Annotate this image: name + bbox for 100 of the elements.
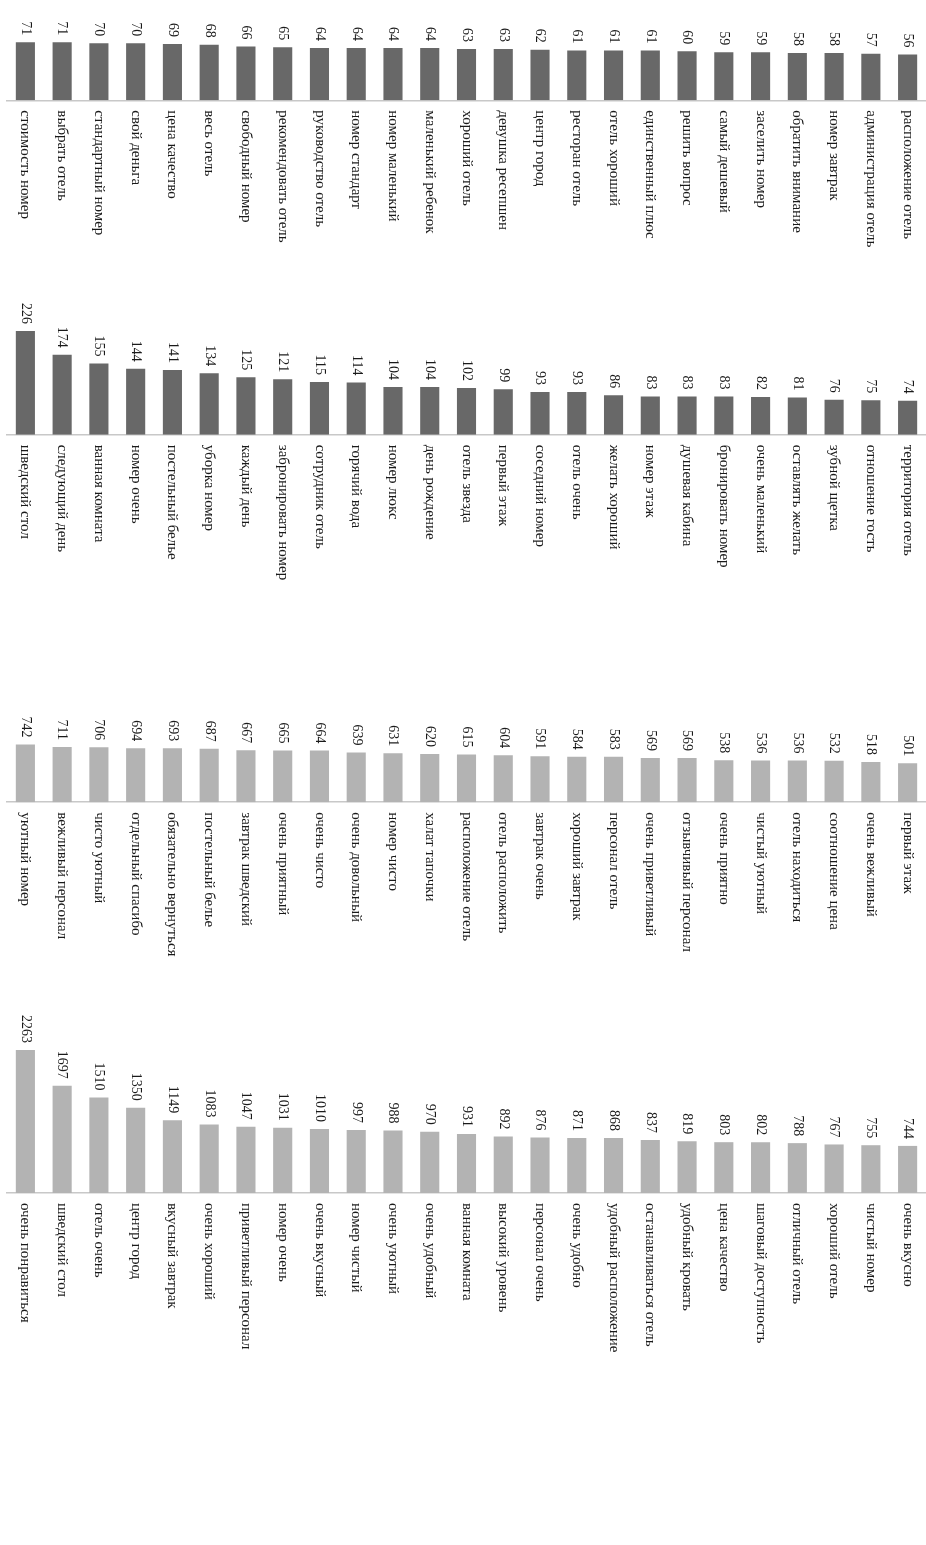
x-tick-label: цена качество	[165, 110, 182, 199]
data-label: 57	[864, 32, 880, 47]
data-label: 742	[18, 716, 34, 738]
bar	[493, 48, 513, 101]
data-label: 75	[864, 379, 880, 394]
x-tick-label: сотрудник отель	[312, 444, 329, 549]
data-label: 1031	[276, 1092, 292, 1121]
x-tick-label: очень хороший	[202, 1202, 219, 1300]
data-label: 144	[128, 340, 144, 362]
data-label: 174	[55, 326, 71, 348]
bar	[236, 46, 256, 101]
x-tick-label: отель звезда	[459, 444, 476, 524]
data-label: 569	[680, 729, 696, 751]
data-label: 819	[680, 1113, 696, 1135]
bar	[346, 752, 366, 803]
data-label: 64	[349, 27, 365, 42]
data-label: 60	[680, 30, 696, 45]
data-label: 99	[496, 368, 512, 383]
x-tick-label: завтрак шведский	[239, 812, 255, 927]
x-tick-label: халат тапочки	[422, 812, 439, 902]
bar	[126, 368, 146, 435]
data-label: 706	[92, 719, 108, 741]
x-tick-label: постельный белье	[202, 812, 219, 928]
x-tick-label: первый этаж	[900, 812, 917, 895]
data-label: 693	[165, 720, 181, 742]
x-tick-label: территория отель	[900, 444, 917, 556]
bar	[383, 1130, 403, 1193]
data-label: 102	[459, 359, 475, 381]
x-tick-label: ванная комната	[459, 1202, 476, 1302]
bar	[126, 1107, 146, 1193]
data-label: 74	[900, 379, 916, 394]
x-tick-label: хороший завтрак	[569, 812, 586, 922]
data-label: 1047	[239, 1091, 255, 1120]
x-tick-label: руководство отель	[312, 110, 329, 228]
data-label: 583	[606, 728, 622, 750]
x-tick-label: номер чистый	[349, 1202, 366, 1293]
x-tick-label: администрация отель	[863, 110, 880, 248]
x-tick-label: очень приятно	[716, 812, 733, 905]
data-label: 876	[533, 1109, 549, 1131]
x-tick-label: обязательно вернуться	[165, 812, 182, 957]
x-tick-label: душевая кабина	[680, 444, 697, 547]
x-tick-label: чисто уютный	[91, 812, 108, 904]
x-tick-label: приветливый персонал	[239, 1202, 255, 1350]
data-label: 1510	[92, 1062, 108, 1091]
bar	[309, 48, 330, 101]
data-label: 93	[533, 371, 549, 386]
data-label: 83	[717, 375, 733, 390]
data-label: 125	[239, 349, 255, 371]
data-label: 63	[496, 27, 512, 42]
data-label: 93	[570, 371, 586, 386]
x-tick-label: вкусный завтрак	[165, 1202, 182, 1310]
data-label: 64	[386, 27, 402, 42]
x-tick-label: стоимость номер	[18, 110, 35, 219]
bar	[898, 1145, 918, 1193]
data-label: 1350	[128, 1072, 144, 1101]
bar	[199, 748, 219, 803]
bar	[603, 50, 624, 101]
x-tick-label: постельный белье	[165, 444, 182, 561]
x-tick-label: очень чисто	[312, 812, 329, 889]
bar	[751, 1142, 771, 1193]
data-label: 64	[423, 27, 439, 42]
bar	[199, 1124, 219, 1193]
bar	[346, 382, 366, 435]
bar	[346, 1129, 366, 1193]
data-label: 837	[643, 1112, 659, 1134]
data-label: 82	[753, 376, 769, 391]
data-label: 226	[18, 303, 34, 325]
x-tick-label: отличный отель	[790, 1202, 807, 1305]
bar	[787, 397, 807, 435]
x-tick-label: очень удобно	[569, 1202, 586, 1288]
x-tick-label: номер очень	[128, 444, 145, 524]
data-label: 997	[349, 1101, 365, 1123]
data-label: 536	[790, 732, 806, 754]
x-tick-label: центр город	[533, 110, 550, 187]
data-label: 70	[128, 22, 144, 37]
bar	[567, 392, 587, 435]
x-tick-label: уборка номер	[202, 444, 219, 531]
bar	[89, 363, 109, 435]
data-label: 892	[496, 1108, 512, 1130]
bar	[898, 400, 918, 435]
x-tick-label: горячий вода	[349, 444, 366, 529]
x-tick-label: шаговый доступность	[753, 1202, 770, 1344]
x-tick-label: очень приятный	[275, 812, 292, 916]
x-tick-label: номер этаж	[643, 444, 660, 519]
bar	[677, 1141, 697, 1193]
bar	[15, 1049, 35, 1193]
data-label: 70	[92, 22, 108, 37]
data-label: 755	[864, 1117, 880, 1139]
bar	[383, 48, 403, 101]
x-tick-label: соседний номер	[533, 444, 550, 547]
bar	[456, 387, 477, 435]
x-tick-label: цена качество	[716, 1202, 733, 1292]
x-tick-label: стандартный номер	[91, 110, 108, 236]
bar	[714, 52, 734, 101]
bar	[530, 1137, 550, 1193]
data-label: 58	[827, 31, 843, 46]
data-label: 538	[717, 732, 733, 754]
x-tick-label: номер стандарт	[349, 110, 366, 210]
data-label: 69	[165, 22, 181, 37]
x-tick-label: чистый номер	[863, 1202, 880, 1293]
